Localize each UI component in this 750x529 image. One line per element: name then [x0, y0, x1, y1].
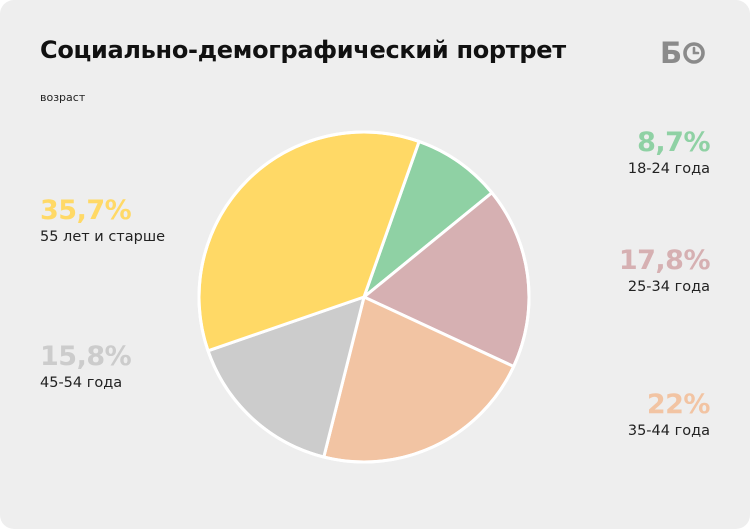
slice-value-18-24: 8,7% [637, 127, 710, 158]
slice-label-55-plus: 35,7% 55 лет и старше [40, 196, 165, 247]
clock-icon [683, 42, 705, 64]
slice-value-35-44: 22% [646, 389, 711, 420]
slice-value-45-54: 15,8% [40, 341, 132, 372]
slice-label-25-34: 17,8% 25-34 года [618, 245, 711, 297]
chart-subtitle: возраст [40, 91, 86, 104]
slice-category-18-24: 18-24 года [627, 161, 710, 177]
logo: Б О [660, 38, 705, 68]
chart-title: Социально-демографический портрет [40, 36, 566, 64]
slice-label-45-54: 15,8% 45-54 года [40, 341, 132, 393]
slice-category-45-54: 45-54 года [40, 375, 123, 391]
slice-label-35-44: 22% 35-44 года [627, 389, 711, 441]
slice-category-25-34: 25-34 года [627, 279, 710, 295]
slice-category-55-plus: 55 лет и старше [40, 229, 166, 245]
slice-category-35-44: 35-44 года [627, 423, 710, 439]
slice-label-18-24: 8,7% 18-24 года [627, 127, 711, 179]
slice-value-55-plus: 35,7% [40, 195, 132, 226]
pie-outline [197, 130, 531, 464]
slice-value-25-34: 17,8% [618, 245, 711, 276]
logo-text: Б [660, 36, 683, 70]
